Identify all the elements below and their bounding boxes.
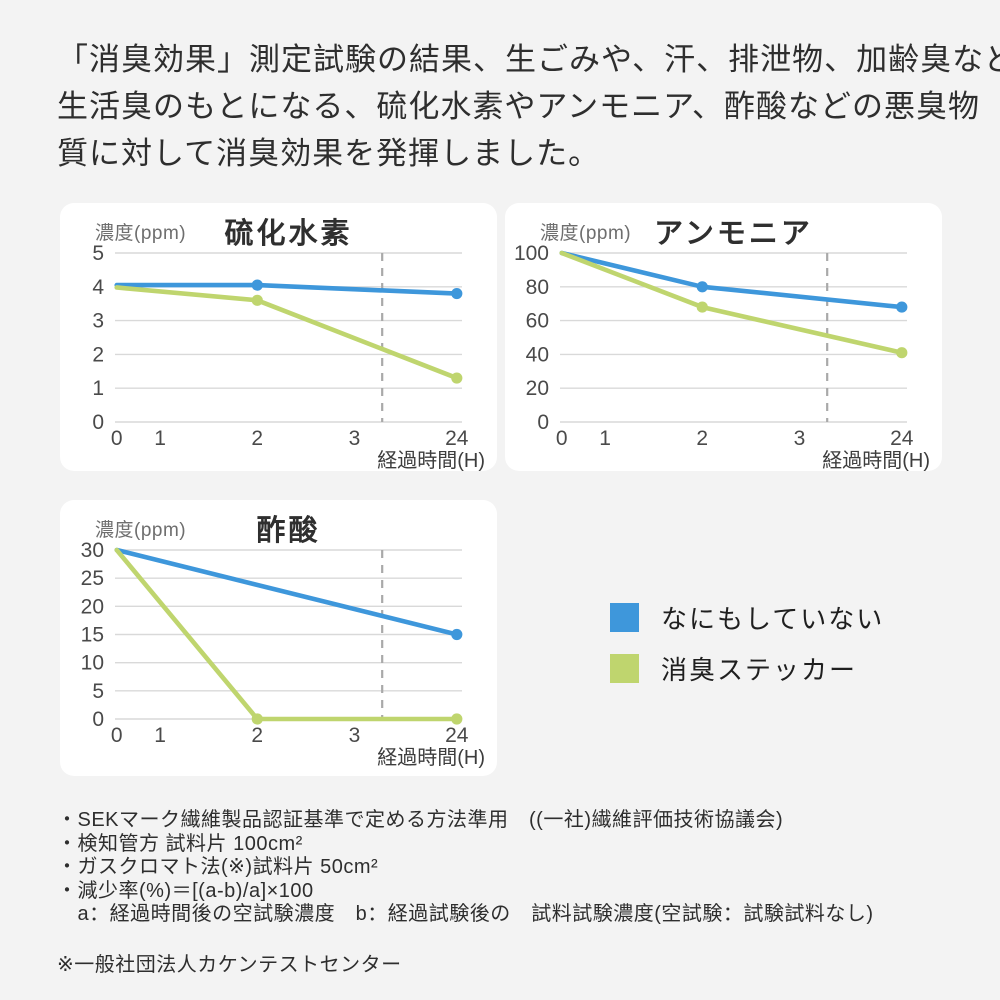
svg-text:5: 5 bbox=[92, 245, 104, 265]
svg-text:60: 60 bbox=[526, 310, 549, 333]
svg-text:1: 1 bbox=[154, 724, 166, 747]
chart-title-hydrogen-sulfide: 硫化水素 bbox=[224, 218, 353, 250]
svg-text:24: 24 bbox=[445, 427, 469, 450]
svg-text:20: 20 bbox=[81, 595, 104, 618]
svg-text:25: 25 bbox=[81, 567, 104, 590]
svg-text:0: 0 bbox=[111, 427, 123, 450]
header-line-1: 「消臭効果」測定試験の結果、生ごみや、汗、排泄物、加齢臭など bbox=[57, 42, 1000, 77]
svg-text:80: 80 bbox=[526, 276, 549, 299]
svg-text:1: 1 bbox=[92, 377, 104, 400]
svg-text:2: 2 bbox=[251, 724, 263, 747]
legend-swatch-blue bbox=[610, 602, 639, 632]
chart-card-hydrogen-sulfide: 濃度(ppm) 硫化水素 0 1 2 3 4 5 0 1 2 3 24 経過時間(H) bbox=[60, 203, 497, 471]
legend-label-untreated: なにもしていない bbox=[661, 603, 885, 634]
footnote-test-center: ※一般社団法人カケンテストセンター bbox=[57, 953, 402, 976]
svg-text:24: 24 bbox=[445, 724, 469, 747]
svg-text:3: 3 bbox=[794, 427, 806, 450]
footnote-line: ・ガスクロマト法(※)試料片 50cm² bbox=[57, 856, 379, 878]
svg-text:10: 10 bbox=[81, 652, 104, 675]
svg-text:3: 3 bbox=[349, 427, 361, 450]
chart-legend: なにもしていない 消臭ステッカー bbox=[610, 602, 884, 704]
svg-text:2: 2 bbox=[251, 427, 263, 450]
svg-text:3: 3 bbox=[349, 724, 361, 747]
svg-text:0: 0 bbox=[537, 411, 549, 434]
legend-item-deodorant-sticker: 消臭ステッカー bbox=[610, 653, 884, 685]
svg-text:3: 3 bbox=[92, 310, 104, 333]
footnote-line: ・SEKマーク繊維製品認証基準で定める方法準用 ((一社)繊維評価技術協議会) bbox=[57, 809, 784, 831]
y-axis-unit-label: 濃度(ppm) bbox=[95, 223, 187, 244]
header-line-3: 質に対して消臭効果を発揮しました。 bbox=[57, 136, 601, 171]
legend-item-untreated: なにもしていない bbox=[610, 602, 884, 634]
svg-text:24: 24 bbox=[890, 427, 914, 450]
svg-text:2: 2 bbox=[696, 427, 708, 450]
footnote-line: ・減少率(%)＝[(a-b)/a]×100 bbox=[57, 879, 314, 902]
svg-text:20: 20 bbox=[526, 377, 549, 400]
legend-label-deodorant-sticker: 消臭ステッカー bbox=[661, 654, 858, 685]
svg-text:100: 100 bbox=[514, 245, 549, 265]
footnote-line: ・検知管方 試料片 100cm² bbox=[57, 832, 303, 855]
chart-card-acetic-acid: 濃度(ppm) 酢酸 0 5 10 15 20 25 30 0 1 2 3 24 経過時間(H) bbox=[60, 500, 497, 776]
svg-text:経過時間(H): 経過時間(H) bbox=[377, 746, 485, 768]
svg-text:30: 30 bbox=[81, 542, 104, 562]
chart-title-ammonia: アンモニア bbox=[654, 218, 813, 250]
chart-card-ammonia: 濃度(ppm) アンモニア 0 20 40 60 80 100 0 1 2 3 24 経過時間(H) bbox=[505, 203, 942, 471]
header-paragraph: 「消臭効果」測定試験の結果、生ごみや、汗、排泄物、加齢臭など 生活臭のもとになる… bbox=[57, 36, 1000, 177]
svg-text:5: 5 bbox=[92, 680, 104, 703]
svg-text:4: 4 bbox=[92, 276, 104, 299]
svg-text:1: 1 bbox=[154, 427, 166, 450]
svg-text:0: 0 bbox=[111, 724, 123, 747]
chart-title-acetic-acid: 酢酸 bbox=[256, 515, 321, 547]
svg-text:0: 0 bbox=[92, 411, 104, 434]
svg-text:0: 0 bbox=[556, 427, 568, 450]
svg-text:1: 1 bbox=[599, 427, 611, 450]
header-line-2: 生活臭のもとになる、硫化水素やアンモニア、酢酸などの悪臭物 bbox=[57, 89, 981, 124]
footnotes: ・SEKマーク繊維製品認証基準で定める方法準用 ((一社)繊維評価技術協議会) … bbox=[57, 809, 874, 977]
svg-text:経過時間(H): 経過時間(H) bbox=[377, 449, 485, 471]
y-axis-unit-label: 濃度(ppm) bbox=[540, 223, 632, 244]
footnote-line: a：経過時間後の空試験濃度 b：経過試験後の 試料試験濃度(空試験：試験試料なし… bbox=[57, 903, 874, 925]
svg-text:0: 0 bbox=[92, 708, 104, 731]
svg-text:40: 40 bbox=[526, 343, 549, 366]
legend-swatch-green bbox=[610, 653, 639, 683]
svg-text:15: 15 bbox=[81, 624, 104, 647]
svg-text:経過時間(H): 経過時間(H) bbox=[822, 449, 930, 471]
svg-text:2: 2 bbox=[92, 343, 104, 366]
y-axis-unit-label: 濃度(ppm) bbox=[95, 520, 187, 541]
